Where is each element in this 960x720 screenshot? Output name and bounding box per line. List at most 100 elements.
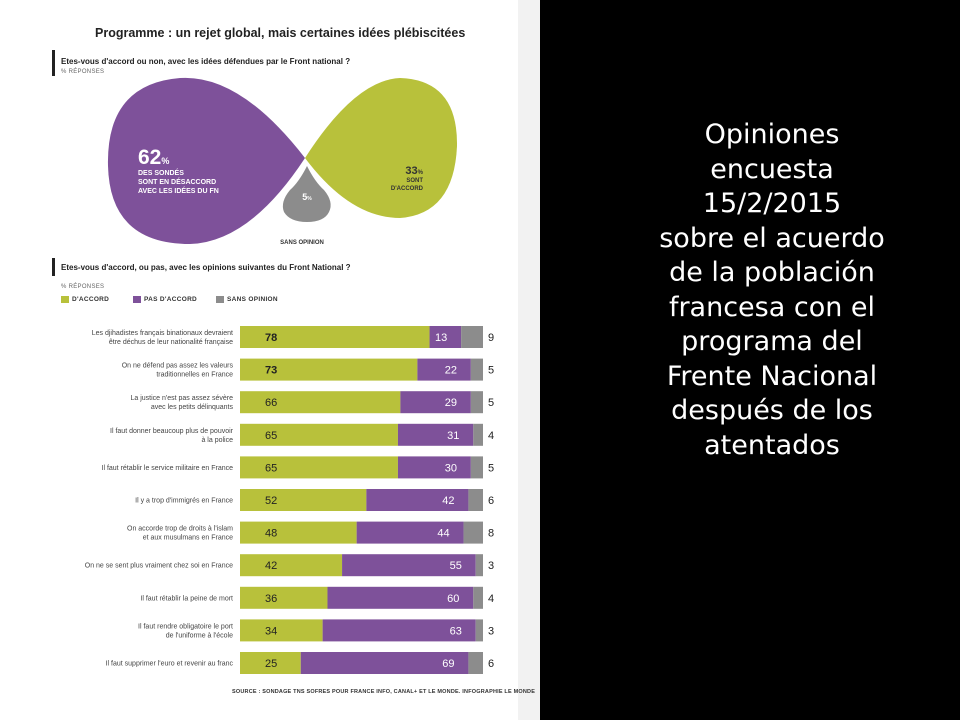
category-label: Il faut supprimer l'euro et revenir au f… [106,661,234,668]
bar-segment-disagree [356,521,464,544]
legend-swatch-agree [61,296,69,303]
source-note: SOURCE : SONDAGE TNS SOFRES POUR FRANCE … [232,689,536,695]
bar-segment-disagree [322,619,476,642]
bar-segment-disagree [300,652,469,674]
bar-segment-no-opinion [473,586,483,609]
data-label-disagree: 60 [447,593,459,605]
bar-segment-no-opinion [461,326,483,348]
caption-line: sobre el acuerdo [659,222,885,254]
data-label-no-opinion: 6 [488,658,494,670]
legend-disagree: PAS D'ACCORD [144,296,198,303]
disagree-value: 62 [138,146,161,169]
bar-segment-agree [240,521,357,544]
bar-segment-no-opinion [475,554,483,577]
bar-segment-no-opinion [473,423,483,446]
disagree-unit: % [161,156,169,166]
bar-segment-agree [240,586,328,609]
data-label-no-opinion: 8 [488,528,494,540]
category-label: Il faut donner beaucoup plus de pouvoir [110,428,234,435]
bar-segment-agree [240,489,367,511]
data-label-no-opinion: 4 [488,593,494,605]
data-label-agree: 34 [265,625,277,637]
data-label-no-opinion: 4 [488,430,494,442]
bar-segment-no-opinion [470,358,483,381]
category-label: de l'uniforme à l'école [166,632,233,639]
disagree-label-3: AVEC LES IDÉES DU FN [138,186,219,195]
percent-note-2: % RÉPONSES [61,284,105,290]
opinion-blobs: 62% DES SONDÉS SONT EN DÉSACCORD AVEC LE… [107,77,458,246]
data-label-disagree: 55 [450,560,462,572]
category-label: avec les petits délinquants [151,404,234,411]
data-label-disagree: 42 [442,495,454,507]
category-label: La justice n'est pas assez sévère [130,395,233,402]
caption-line: Frente Nacional [666,360,878,392]
bar-segment-no-opinion [470,391,483,414]
no-opinion-value: 5 [302,192,307,202]
bar-segment-agree [240,423,398,446]
data-label-disagree: 69 [442,658,454,670]
data-label-agree: 52 [265,495,277,507]
data-label-agree: 78 [265,332,277,344]
question-2: Etes-vous d'accord, ou pas, avec les opi… [61,263,351,272]
disagree-label-2: SONT EN DÉSACCORD [138,177,216,186]
category-label: être déchus de leur nationalité français… [109,339,233,346]
no-opinion-unit: % [307,196,312,202]
data-label-disagree: 31 [447,430,459,442]
category-label: Il y a trop d'immigrés en France [135,498,233,505]
data-label-agree: 65 [265,462,277,474]
bar-segment-disagree [400,391,471,414]
bar-segment-disagree [429,326,462,348]
question-marker [52,258,55,276]
data-label-no-opinion: 5 [488,397,494,409]
agree-value: 33 [405,165,417,177]
data-label-agree: 66 [265,397,277,409]
agree-label-1: SONT [406,178,423,184]
data-label-agree: 25 [265,658,277,670]
bar-segment-disagree [417,358,471,381]
bar-segment-agree [240,391,401,414]
infographic-title: Programme : un rejet global, mais certai… [95,26,466,40]
category-label: On accorde trop de droits à l'islam [127,526,233,533]
bar-segment-no-opinion [475,619,483,642]
legend-swatch-no-opinion [216,296,224,303]
caption-line: atentados [704,429,840,461]
data-label-no-opinion: 6 [488,495,494,507]
no-opinion-blob [282,166,331,222]
svg-text:62%: 62% [138,146,169,169]
data-label-no-opinion: 9 [488,332,494,344]
data-label-disagree: 22 [445,365,457,377]
legend-no-opinion: SANS OPINION [227,296,278,303]
caption-line: Opiniones [704,119,840,150]
data-label-no-opinion: 5 [488,365,494,377]
bar-segment-disagree [366,489,469,511]
category-label: Il faut rendre obligatoire le port [138,623,233,630]
caption-line: programa del [681,326,863,357]
caption-line: encuesta [710,153,834,185]
caption-line: después de los [671,395,873,426]
agree-label-2: D'ACCORD [391,186,424,192]
question-marker [52,50,55,76]
bar-segment-no-opinion [468,652,483,674]
caption: Opiniones encuesta 15/2/2015 sobre el ac… [612,118,932,463]
bar-segment-agree [240,554,343,577]
category-label: traditionnelles en France [156,372,233,379]
svg-text:33%: 33% [405,165,423,177]
infographic-panel: Programme : un rejet global, mais certai… [0,0,540,720]
page-edge [518,0,540,720]
legend-agree: D'ACCORD [72,296,110,303]
data-label-agree: 42 [265,560,277,572]
data-label-disagree: 13 [435,332,447,344]
data-label-disagree: 44 [437,528,449,540]
category-label: Il faut rétablir le service militaire en… [102,465,234,472]
caption-line: francesa con el [668,291,876,323]
percent-note-1: % RÉPONSES [61,69,105,75]
data-label-agree: 36 [265,593,277,605]
bar-segment-disagree [327,586,474,609]
no-opinion-label: SANS OPINION [280,240,324,246]
data-label-no-opinion: 5 [488,462,494,474]
data-label-agree: 73 [265,365,277,377]
disagree-label-1: DES SONDÉS [138,168,184,177]
bar-segment-disagree [342,554,476,577]
data-label-no-opinion: 3 [488,625,494,637]
bar-segment-no-opinion [468,489,483,511]
